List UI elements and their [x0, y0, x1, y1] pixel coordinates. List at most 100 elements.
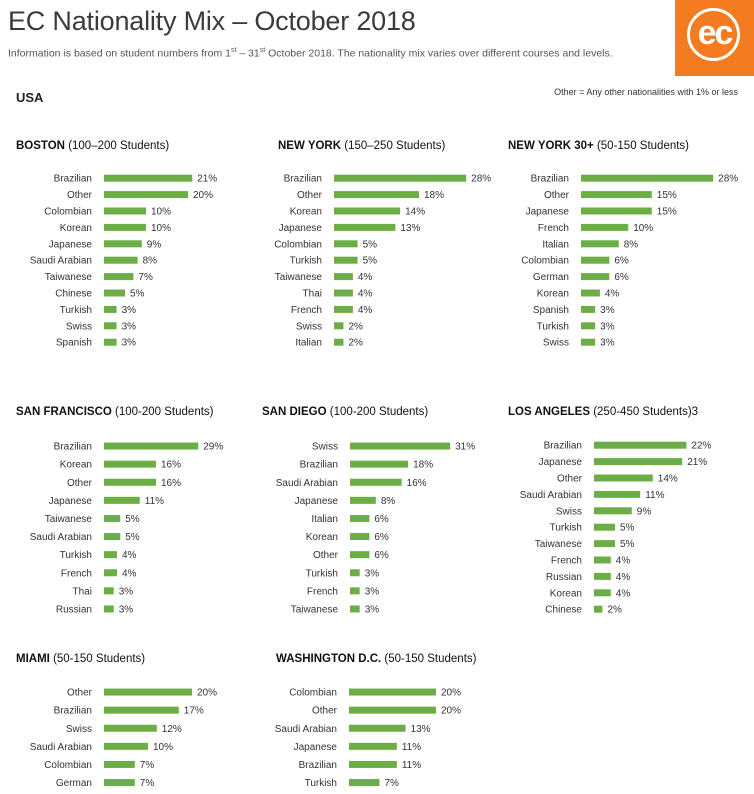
bar — [594, 458, 683, 466]
bar — [594, 441, 687, 449]
category-label: Other — [312, 706, 338, 717]
chart-title-students: (100–200 Students) — [68, 140, 170, 152]
value-label: 3% — [600, 321, 615, 332]
value-label: 3% — [119, 586, 134, 597]
bar — [334, 191, 419, 199]
bar — [350, 460, 409, 468]
value-label: 5% — [363, 239, 378, 250]
bar-chart-los-angeles: Brazilian 22% Japanese 21% Other 14% Saudi Ara… — [520, 441, 712, 616]
bar — [581, 240, 619, 248]
category-label: Japanese — [49, 496, 93, 507]
value-label: 2% — [348, 321, 363, 332]
category-label: Turkish — [550, 523, 582, 534]
value-label: 4% — [358, 272, 373, 283]
value-label: 13% — [411, 724, 431, 735]
value-label: 5% — [620, 539, 635, 550]
chart-title-city: NEW YORK 30+ — [508, 140, 597, 152]
bar — [104, 442, 199, 450]
category-label: Russian — [56, 604, 92, 615]
bar — [104, 569, 117, 577]
chart-title-miami: MIAMI (50-150 Students) — [16, 653, 145, 665]
chart-title-los-angeles: LOS ANGELES (250-450 Students)3 — [508, 406, 698, 418]
value-label: 11% — [145, 496, 164, 507]
category-label: Brazilian — [54, 174, 92, 185]
category-label: Japanese — [295, 496, 339, 507]
value-label: 10% — [151, 223, 171, 234]
subtitle-sup-2: st — [259, 47, 266, 54]
value-label: 7% — [140, 778, 155, 789]
bar — [581, 289, 600, 297]
chart-title-city: SAN FRANCISCO — [16, 406, 116, 418]
value-label: 3% — [365, 586, 380, 597]
value-label: 11% — [402, 760, 421, 771]
value-label: 11% — [645, 490, 664, 501]
bar — [594, 556, 611, 564]
value-label: 3% — [119, 604, 134, 615]
value-label: 3% — [122, 338, 137, 349]
chart-title-city: NEW YORK — [278, 140, 345, 152]
chart-title-students: (250-450 Students)3 — [593, 406, 699, 418]
category-label: Other — [67, 478, 93, 489]
value-label: 3% — [600, 305, 615, 316]
bar — [581, 256, 610, 264]
value-label: 28% — [718, 174, 738, 185]
bar — [350, 496, 376, 504]
category-label: Turkish — [306, 568, 338, 579]
bar — [594, 589, 611, 597]
value-label: 16% — [161, 478, 181, 489]
bar — [581, 174, 714, 182]
category-label: Brazilian — [299, 760, 337, 771]
bar-chart-san-diego: Swiss 31% Brazilian 18% Saudi Arabian 16% Japa… — [276, 442, 476, 616]
category-label: Japanese — [539, 457, 583, 468]
bar — [581, 223, 629, 231]
category-label: Korean — [290, 207, 322, 218]
category-label: Korean — [306, 532, 338, 543]
bar — [104, 587, 114, 595]
chart-title-washington-d-c: WASHINGTON D.C. (50-150 Students) — [276, 653, 476, 665]
value-label: 29% — [203, 442, 223, 453]
value-label: 3% — [122, 321, 137, 332]
value-label: 7% — [140, 760, 155, 771]
logo-ring — [687, 8, 740, 61]
value-label: 22% — [691, 441, 711, 452]
category-label: Chinese — [55, 289, 92, 300]
chart-title-city: LOS ANGELES — [508, 406, 594, 418]
value-label: 8% — [624, 239, 639, 250]
bar — [104, 174, 193, 182]
subtitle-post: October 2018. The nationality mix varies… — [265, 47, 613, 60]
bar — [350, 569, 360, 577]
value-label: 15% — [657, 190, 677, 201]
category-label: Brazilian — [284, 174, 322, 185]
value-label: 6% — [374, 550, 389, 561]
value-label: 4% — [122, 550, 137, 561]
bar-chart-new-york-30: Brazilian 28% Other 15% Japanese 15% French 10%… — [521, 174, 738, 349]
chart-title-new-york-30: NEW YORK 30+ (50-150 Students) — [508, 140, 689, 152]
chart-title-students: (50-150 Students) — [596, 140, 690, 152]
bar — [350, 587, 360, 595]
category-label: Brazilian — [300, 460, 338, 471]
value-label: 12% — [162, 724, 182, 735]
category-label: Korean — [60, 460, 92, 471]
category-label: Brazilian — [544, 441, 582, 452]
bar — [350, 605, 360, 613]
category-label: Japanese — [294, 742, 338, 753]
chart-title-students: (100-200 Students) — [115, 406, 214, 418]
category-label: Colombian — [521, 256, 569, 267]
bar — [104, 256, 138, 264]
bar — [104, 514, 121, 522]
value-label: 20% — [441, 706, 461, 717]
category-label: Turkish — [305, 778, 337, 789]
value-label: 17% — [184, 706, 204, 717]
chart-title-city: BOSTON — [16, 140, 69, 152]
value-label: 20% — [193, 190, 213, 201]
bar — [349, 779, 380, 787]
value-label: 13% — [400, 223, 420, 234]
bar — [349, 706, 436, 714]
category-label: Swiss — [66, 321, 92, 332]
value-label: 5% — [125, 532, 140, 543]
bar — [594, 605, 603, 613]
chart-title-city: WASHINGTON D.C. — [276, 653, 385, 665]
value-label: 16% — [407, 478, 427, 489]
bar — [334, 338, 344, 346]
bar — [104, 533, 121, 541]
